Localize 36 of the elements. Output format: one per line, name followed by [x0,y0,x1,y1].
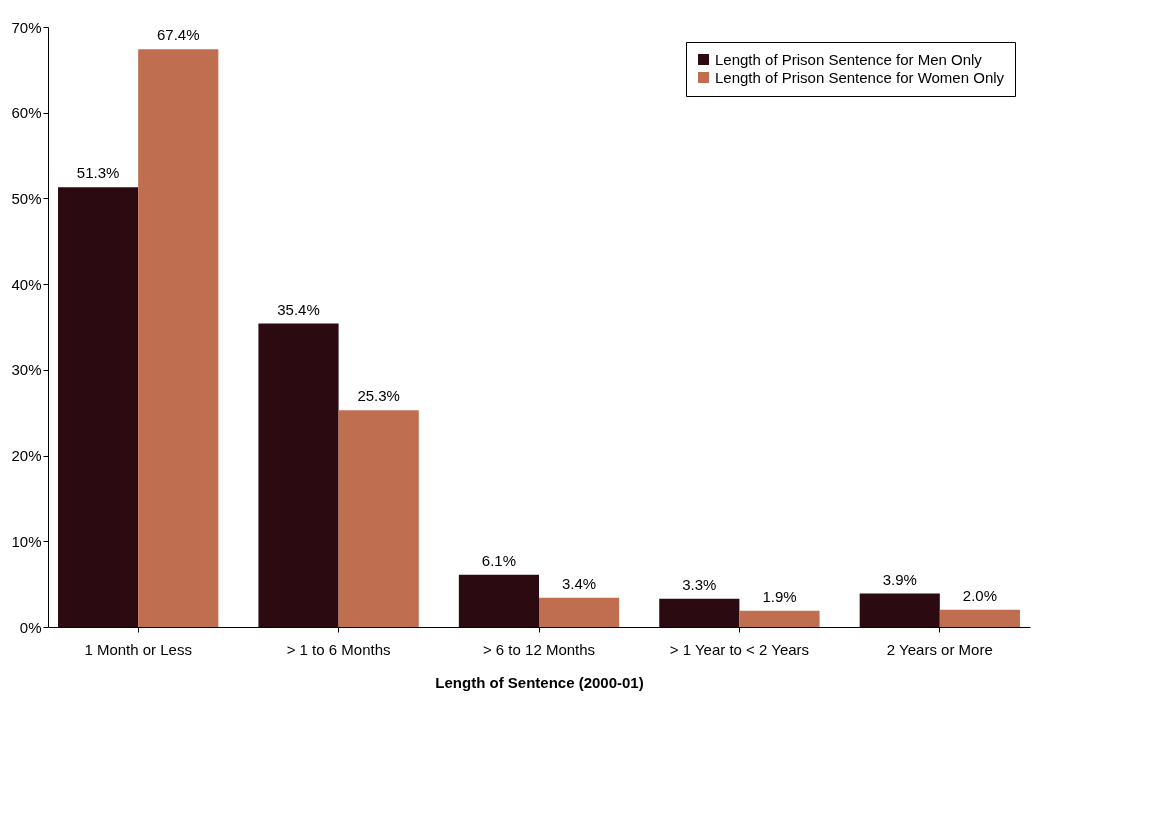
bar [58,187,139,627]
bar [258,323,339,627]
bar [539,597,620,627]
x-axis-title: Length of Sentence (2000-01) [435,673,644,691]
y-tick-label: 60% [11,104,42,122]
data-label: 3.4% [561,574,597,592]
bar [659,598,740,627]
bar [739,610,820,627]
y-tick-label: 0% [19,618,42,636]
bar [338,410,419,627]
data-label: 6.1% [481,551,517,569]
legend-label: Length of Prison Sentence for Men Only [715,50,983,68]
data-label: 67.4% [156,26,200,44]
data-label: 3.3% [682,575,717,593]
x-tick-label: > 1 Year to < 2 Years [669,640,810,658]
x-tick-label: > 6 to 12 Months [482,640,596,658]
x-tick-label: > 1 to 6 Months [286,640,391,658]
bar [939,609,1020,627]
data-label: 2.0% [962,586,997,604]
x-tick-label: 2 Years or More [886,640,993,658]
y-tick-label: 10% [11,532,42,550]
bar [138,49,219,627]
data-label: 35.4% [277,300,320,318]
bar [859,593,940,627]
data-label: 1.9% [762,587,797,605]
y-tick-label: 20% [11,447,42,465]
legend-label: Length of Prison Sentence for Women Only [715,68,1005,86]
data-label: 51.3% [76,164,120,182]
data-label: 3.9% [882,570,917,588]
y-tick-label: 40% [11,275,42,293]
x-tick-label: 1 Month or Less [84,640,192,658]
data-label: 25.3% [357,387,400,405]
bar [458,574,539,627]
y-tick-label: 50% [11,189,42,207]
y-tick-label: 30% [11,361,42,379]
y-tick-label: 70% [11,18,42,36]
